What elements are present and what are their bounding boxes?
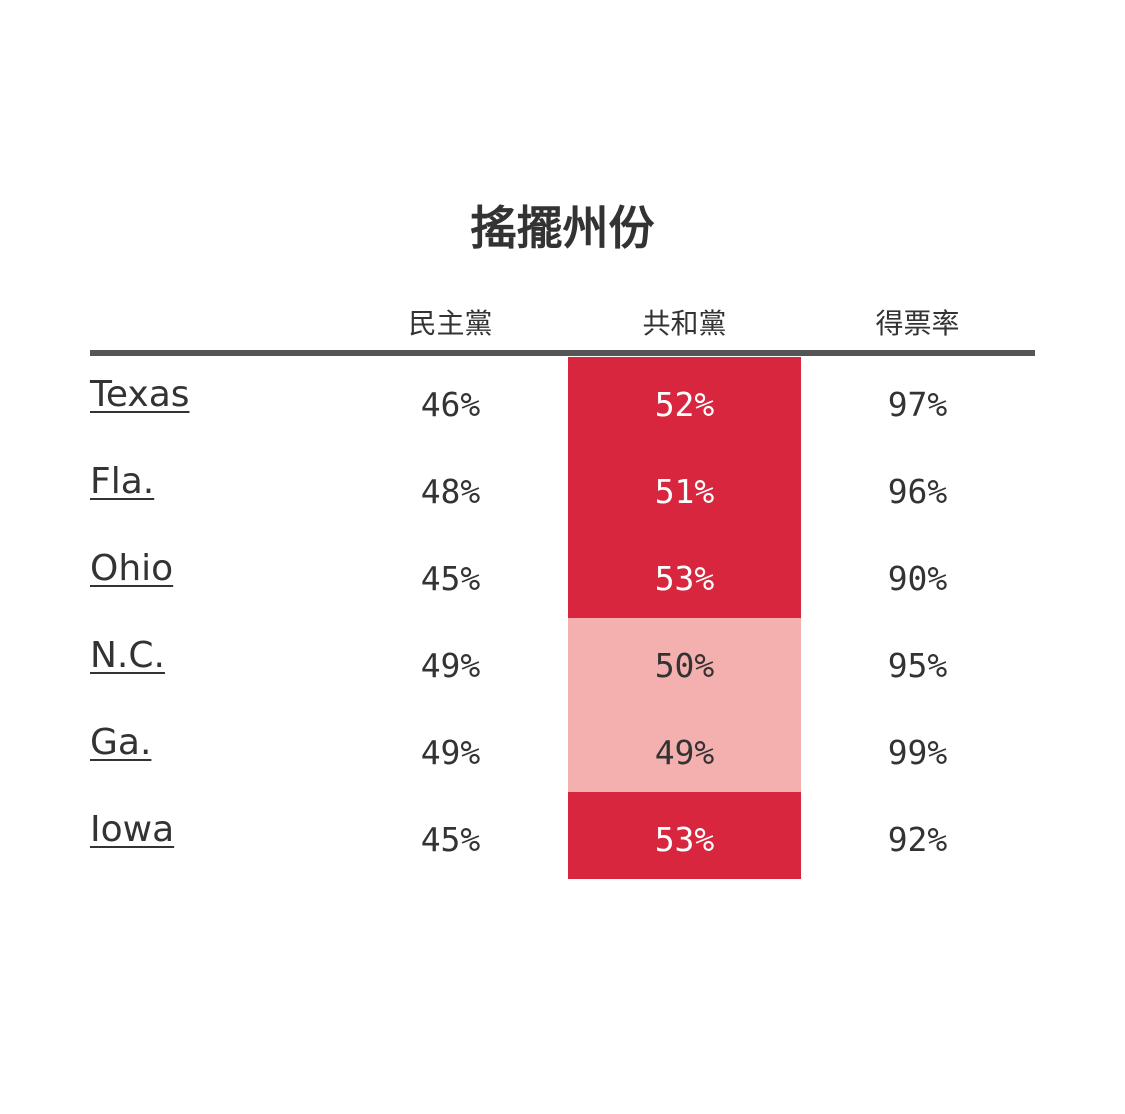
turnout-cell: 95%	[887, 646, 948, 685]
dem-cell: 46%	[420, 385, 481, 424]
turnout-cell: 92%	[887, 820, 948, 859]
rep-cell: 53%	[568, 531, 801, 618]
turnout-cell: 96%	[887, 472, 948, 511]
rep-cell: 49%	[568, 705, 801, 792]
table-row: Iowa 45% 53% 92%	[90, 792, 1035, 879]
table-row: Ga. 49% 49% 99%	[90, 705, 1035, 792]
turnout-cell: 90%	[887, 559, 948, 598]
rep-cell: 50%	[568, 618, 801, 705]
state-link[interactable]: N.C.	[90, 635, 165, 676]
column-header-dem: 民主黨	[408, 307, 493, 340]
dem-cell: 49%	[420, 646, 481, 685]
dem-cell: 45%	[420, 820, 481, 859]
rep-cell: 52%	[568, 357, 801, 444]
dem-cell: 45%	[420, 559, 481, 598]
table-row: Texas 46% 52% 97%	[90, 357, 1035, 444]
column-header-rep: 共和黨	[642, 307, 727, 340]
table-row: Ohio 45% 53% 90%	[90, 531, 1035, 618]
header-row: 民主黨 共和黨 得票率	[90, 302, 1035, 350]
turnout-cell: 99%	[887, 733, 948, 772]
dem-cell: 48%	[420, 472, 481, 511]
state-link[interactable]: Ohio	[90, 548, 174, 589]
rep-cell: 51%	[568, 444, 801, 531]
table-title: 搖擺州份	[470, 201, 655, 255]
results-table-body: Texas 46% 52% 97% Fla. 48% 51% 96% Ohio …	[90, 357, 1035, 879]
table-row: N.C. 49% 50% 95%	[90, 618, 1035, 705]
state-link[interactable]: Iowa	[90, 809, 175, 850]
header-divider	[90, 350, 1035, 356]
state-link[interactable]: Texas	[90, 374, 190, 415]
column-header-turnout: 得票率	[875, 307, 960, 340]
dem-cell: 49%	[420, 733, 481, 772]
table-row: Fla. 48% 51% 96%	[90, 444, 1035, 531]
turnout-cell: 97%	[887, 385, 948, 424]
state-link[interactable]: Fla.	[90, 461, 155, 502]
state-link[interactable]: Ga.	[90, 722, 152, 763]
rep-cell: 53%	[568, 792, 801, 879]
